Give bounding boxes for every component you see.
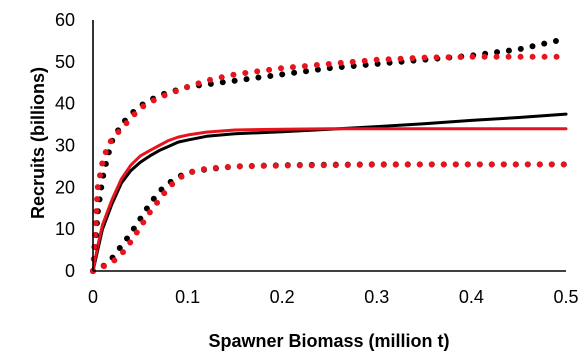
tick-labels: 0 0.1 0.2 0.3 0.4 0.5 0 10 20 30 40 50 60 <box>55 10 579 307</box>
series-dotted-line-4 <box>90 53 569 274</box>
x-axis-title: Spawner Biomass (million t) <box>208 331 449 351</box>
x-tick-label: 0.4 <box>459 287 484 307</box>
y-tick-label: 60 <box>55 10 75 30</box>
x-tick-label: 0.2 <box>270 287 295 307</box>
series-dotted-line-3 <box>90 35 569 274</box>
x-tick-label: 0.3 <box>364 287 389 307</box>
series-dotted-line-5 <box>90 161 569 274</box>
y-tick-label: 30 <box>55 136 75 156</box>
series-solid-line-2 <box>91 127 568 273</box>
y-tick-label: 20 <box>55 177 75 197</box>
series-layer <box>90 35 569 274</box>
series-solid-line-1 <box>91 112 568 273</box>
y-tick-label: 10 <box>55 219 75 239</box>
x-tick-label: 0.1 <box>175 287 200 307</box>
y-tick-label: 40 <box>55 94 75 114</box>
series-dotted-line-6 <box>90 161 569 274</box>
y-axis-title: Recruits (billions) <box>28 67 48 219</box>
y-tick-label: 50 <box>55 52 75 72</box>
x-tick-label: 0.5 <box>553 287 578 307</box>
x-tick-label: 0 <box>88 287 98 307</box>
y-tick-label: 0 <box>65 261 75 281</box>
